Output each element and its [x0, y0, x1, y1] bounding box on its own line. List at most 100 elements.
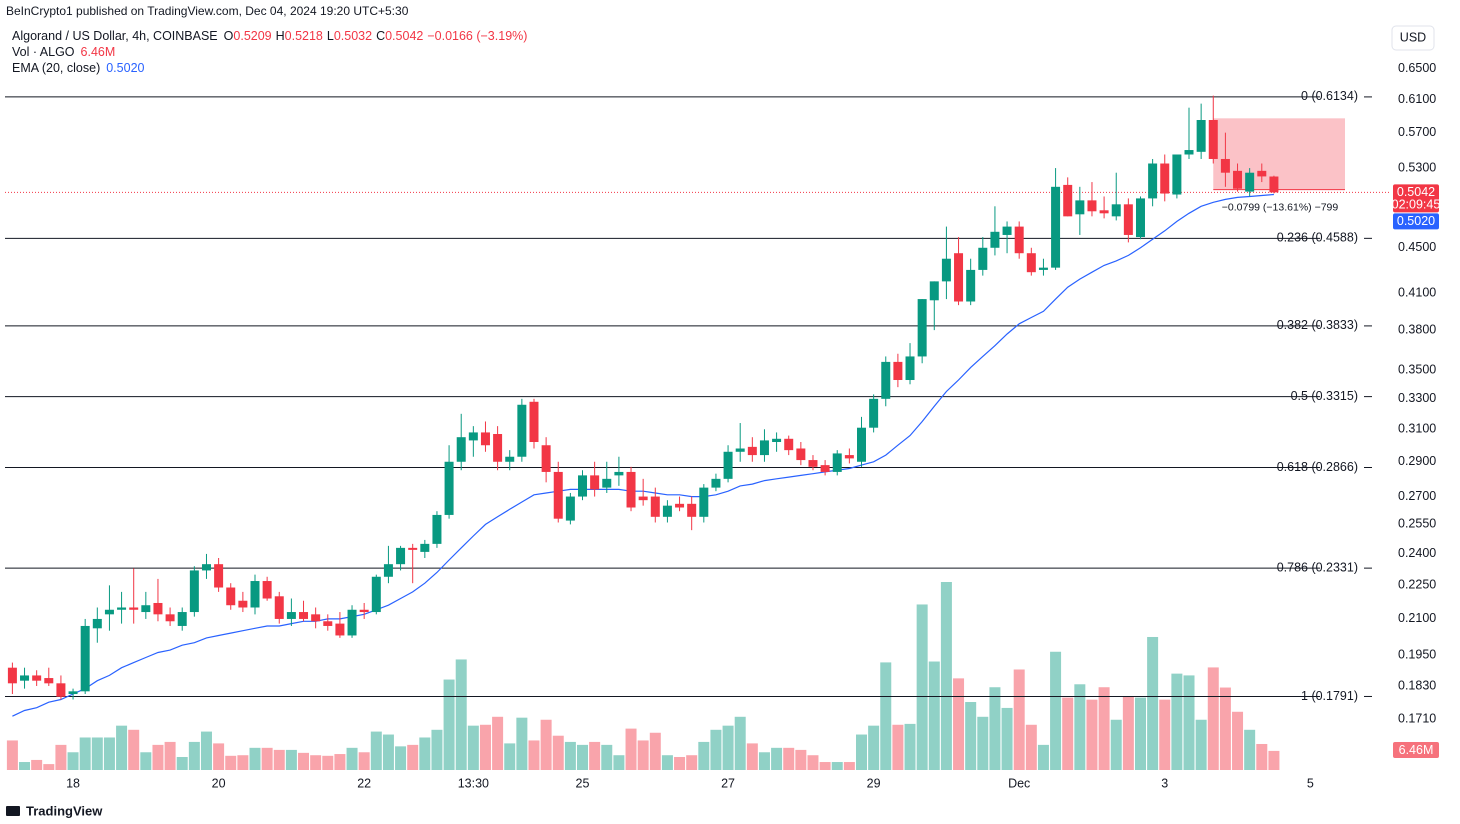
candle-body	[153, 602, 163, 615]
volume-bar	[55, 744, 67, 770]
volume-bar	[1183, 675, 1195, 770]
volume-bar	[880, 662, 892, 770]
volume-bar	[176, 756, 188, 770]
candle-body	[7, 667, 17, 684]
candle-body	[1063, 184, 1073, 217]
volume-bar	[273, 749, 285, 770]
candle-body	[638, 496, 648, 501]
volume-bar	[856, 734, 867, 770]
candle-body	[493, 434, 503, 462]
candle-body	[226, 587, 236, 606]
candle-body	[311, 614, 321, 622]
volume-bar	[1062, 697, 1074, 770]
volume-bar	[492, 716, 504, 770]
volume-bar	[382, 734, 394, 770]
candle-body	[1172, 154, 1182, 195]
volume-bar	[758, 752, 770, 770]
volume-bar	[613, 755, 625, 770]
legend-value: 0.5042	[385, 29, 423, 43]
volume-bar	[1171, 673, 1183, 770]
volume-bar	[989, 687, 1001, 770]
volume-bar	[285, 749, 297, 770]
candle-body	[687, 503, 697, 517]
candle-body	[1087, 200, 1097, 212]
footer: TradingView	[26, 803, 103, 818]
candle-body	[941, 258, 951, 282]
y-tick-label: 0.3300	[1398, 391, 1436, 405]
volume-bar	[358, 752, 370, 770]
x-tick-label: 27	[721, 776, 735, 790]
volume-bar	[892, 724, 904, 770]
candle-body	[396, 547, 406, 565]
candle-body	[505, 456, 515, 462]
y-tick-label: 0.4100	[1398, 285, 1436, 299]
candle-body	[893, 361, 903, 381]
candle-body	[432, 514, 442, 544]
volume-bar	[1098, 687, 1110, 770]
candle-body	[759, 440, 769, 456]
volume-bar	[322, 755, 334, 770]
candle-body	[723, 451, 733, 479]
footer-logo	[6, 806, 20, 816]
y-tick-label: 0.2550	[1398, 517, 1436, 531]
ema-line	[12, 193, 1274, 717]
countdown: 02:09:45	[1392, 198, 1441, 212]
candle-body	[1160, 163, 1170, 194]
candle-body	[844, 455, 854, 459]
volume-bar	[601, 744, 613, 770]
volume-bar	[977, 716, 989, 770]
volume-bar	[540, 719, 552, 770]
volume-bar	[965, 702, 977, 770]
candle-body	[553, 471, 563, 519]
candle-body	[1123, 204, 1133, 235]
volume-bar	[467, 725, 479, 770]
volume-bar	[698, 741, 710, 770]
volume-bar	[649, 732, 661, 770]
plot: 0 (0.6134) 0.236 (0.4588) 0.382 (0.3833) 0.…	[5, 89, 1390, 770]
candle-body	[189, 570, 199, 613]
candle-body	[529, 401, 539, 443]
volume-bar	[1268, 750, 1280, 770]
candle-body	[808, 460, 818, 467]
currency-button[interactable]	[1391, 25, 1435, 51]
volume-bar	[734, 716, 746, 770]
volume-bar	[1195, 719, 1207, 770]
volume-bar	[152, 744, 164, 770]
candle-body	[929, 281, 939, 301]
volume-bar	[19, 762, 31, 770]
candle-body	[238, 600, 248, 608]
volume-bar	[431, 729, 443, 770]
volume-bar	[455, 659, 467, 770]
y-tick-label: 0.3500	[1398, 362, 1436, 376]
candle-body	[1075, 200, 1085, 215]
volume-bar	[31, 759, 43, 770]
volume-bar	[1050, 651, 1062, 770]
volume-bar	[370, 731, 382, 770]
x-tick-label: 18	[66, 776, 80, 790]
y-tick-label: 0.2100	[1398, 611, 1436, 625]
candle-body	[165, 614, 175, 622]
ema-value: 0.5020	[106, 61, 144, 75]
candle-body	[1245, 172, 1255, 192]
volume-bar	[79, 737, 91, 770]
volume-badge	[1393, 742, 1439, 758]
volume-bar	[164, 741, 176, 770]
volume-bar	[346, 747, 358, 770]
candle-body	[383, 564, 393, 577]
volume-bar	[128, 729, 140, 770]
y-tick-label: 0.3800	[1398, 322, 1436, 336]
volume-bar	[91, 737, 103, 770]
volume-bar	[1037, 744, 1049, 770]
volume-bar	[1013, 669, 1025, 770]
ema-badge-text: 0.5020	[1397, 214, 1435, 228]
volume-bar	[504, 743, 516, 770]
candle-body	[1038, 267, 1048, 270]
volume-bar	[904, 723, 916, 770]
volume-bar	[419, 737, 431, 770]
volume-bar	[407, 744, 419, 770]
candle-body	[104, 609, 114, 615]
candle-body	[468, 432, 478, 441]
candle-body	[832, 453, 842, 472]
change: −0.0166 (−3.19%)	[427, 29, 527, 43]
currency[interactable]: USD	[1400, 30, 1426, 44]
